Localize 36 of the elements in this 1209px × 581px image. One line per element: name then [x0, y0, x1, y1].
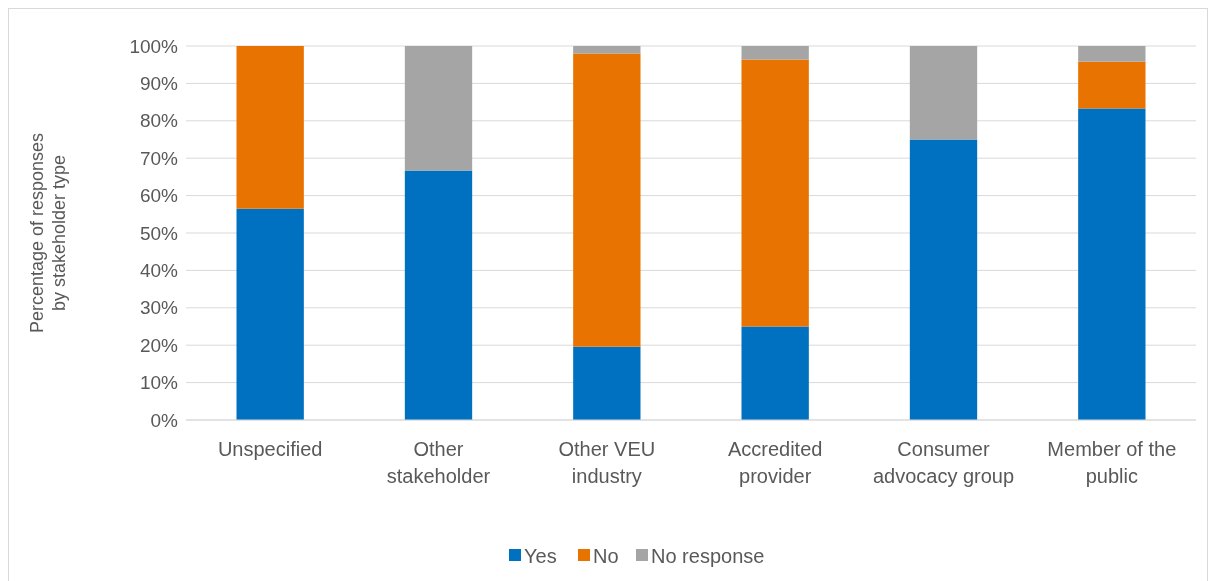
bar — [573, 46, 641, 54]
bar — [909, 46, 978, 140]
y-axis-title: Percentage of responses by stakeholder type — [27, 132, 69, 334]
x-tick-label: Other VEU industry — [558, 438, 656, 487]
bar — [741, 59, 809, 327]
x-tick-label: Accredited provider — [727, 438, 823, 487]
y-tick-label: 80% — [139, 110, 179, 132]
y-tick-label: 30% — [139, 297, 179, 319]
bar — [236, 46, 304, 209]
legend-label: No — [593, 545, 619, 567]
x-tick-label: Unspecified — [217, 438, 323, 460]
bar — [1078, 108, 1146, 420]
bar — [1078, 46, 1146, 62]
y-tick-label: 10% — [139, 372, 179, 394]
legend-label: Yes — [524, 545, 557, 567]
bar — [909, 139, 978, 420]
bar — [404, 170, 473, 420]
y-tick-label: 20% — [139, 334, 179, 356]
bar — [741, 46, 809, 60]
y-tick-label: 60% — [139, 185, 179, 207]
bar — [573, 346, 641, 420]
y-tick-label: 50% — [139, 222, 179, 244]
x-tick-label: Member of the public — [1047, 438, 1177, 487]
y-tick-label: 0% — [150, 409, 179, 431]
legend-label: No response — [651, 545, 765, 567]
x-tick-label: Consumer advocacy group — [872, 438, 1015, 487]
bar — [573, 53, 641, 347]
bar — [1078, 61, 1146, 109]
bar — [236, 208, 304, 420]
y-tick-label: 90% — [139, 73, 179, 95]
bar — [741, 326, 809, 420]
x-tick-label: Other stakeholder — [386, 438, 491, 487]
y-tick-label: 100% — [129, 35, 179, 57]
bar — [404, 46, 473, 171]
y-tick-label: 70% — [139, 147, 179, 169]
y-tick-label: 40% — [139, 260, 179, 282]
